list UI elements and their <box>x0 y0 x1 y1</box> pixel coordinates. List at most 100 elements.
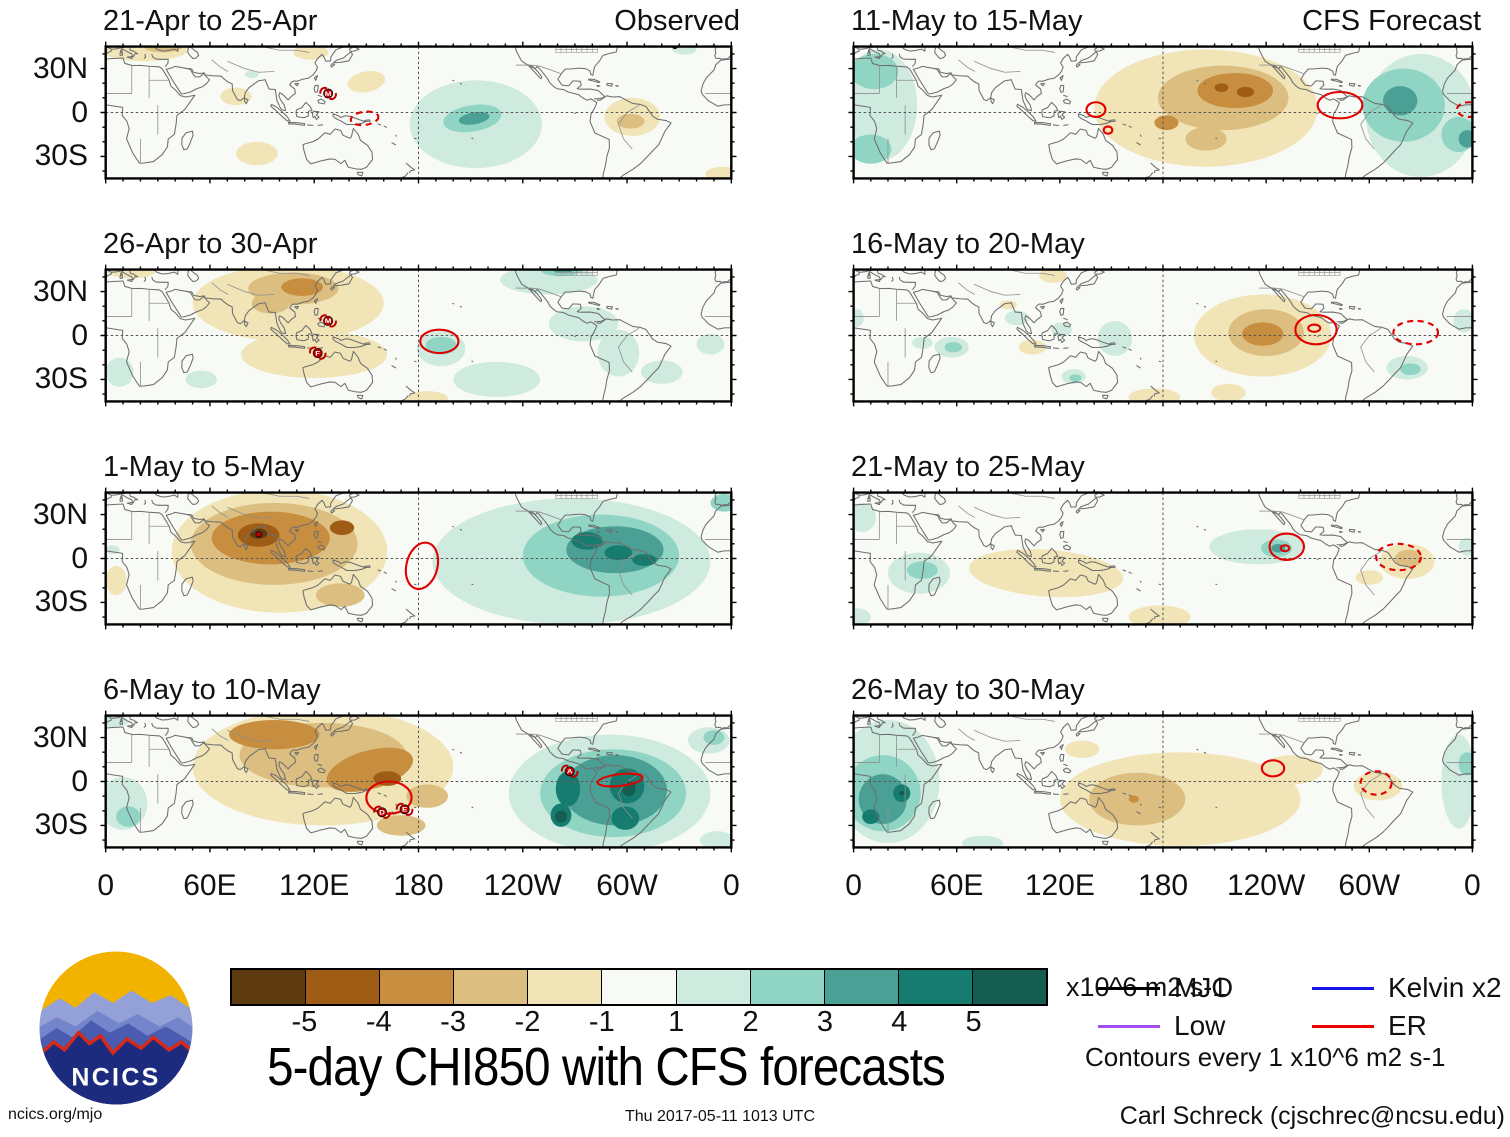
colorbar-cell <box>676 970 751 1004</box>
panel-title: 26-May to 30-May <box>851 674 1085 706</box>
colorbar-tick-label: 3 <box>816 1006 833 1038</box>
x-axis-label: 120E <box>279 869 350 902</box>
y-axis-label: 30N <box>32 51 88 85</box>
map-panel: M <box>97 40 740 185</box>
svg-text:M: M <box>325 89 332 97</box>
panel-title: 1-May to 5-May <box>103 451 305 483</box>
colorbar-cell <box>898 970 973 1004</box>
panel-title: 11-May to 15-May <box>851 5 1083 37</box>
colorbar-cell <box>232 970 307 1004</box>
map-panel-container <box>845 709 1481 854</box>
map-panel <box>845 709 1481 854</box>
map-panel-container <box>845 40 1481 185</box>
legend-line <box>1312 987 1374 990</box>
site-link[interactable]: ncics.org/mjo <box>8 1106 103 1123</box>
map-panel-container <box>97 486 740 631</box>
panel-title: 16-May to 20-May <box>851 228 1085 260</box>
x-axis-label: 60W <box>596 869 658 902</box>
colorbar-cell <box>972 970 1047 1004</box>
y-axis-label: 30S <box>34 362 88 396</box>
svg-text:A: A <box>567 767 573 775</box>
map-panel <box>97 486 740 631</box>
colorbar-cell <box>528 970 603 1004</box>
logo-text: NCICS <box>71 1064 160 1092</box>
map-panel-container: M <box>97 40 740 185</box>
x-axis-label: 60W <box>1338 869 1401 902</box>
er-wave-contour <box>1308 325 1320 332</box>
er-wave-contour <box>350 110 380 127</box>
er-wave-contour <box>1295 315 1336 344</box>
x-axis-label: 120E <box>1024 869 1095 902</box>
colorbar-tick-label: -2 <box>514 1006 541 1038</box>
storm-symbol: F <box>310 347 326 358</box>
x-axis-label: 120W <box>1226 869 1306 902</box>
y-axis-label: 30S <box>34 585 88 619</box>
author-credit: Carl Schreck (cjschrec@ncsu.edu) <box>1119 1102 1505 1130</box>
ncics-logo: NCICS <box>39 951 193 1105</box>
colorbar-cell <box>454 970 529 1004</box>
er-wave-contour <box>1262 760 1284 776</box>
x-axis-label: 0 <box>722 869 740 902</box>
colorbar-tick-label: -3 <box>440 1006 466 1038</box>
y-axis-label: 0 <box>71 764 88 798</box>
storm-symbol <box>256 532 262 538</box>
er-wave-contour <box>1361 771 1392 794</box>
svg-text:D: D <box>379 808 385 816</box>
colorbar-cell <box>824 970 899 1004</box>
colorbar-tick-label: 1 <box>668 1006 685 1038</box>
legend-label: MJO <box>1174 972 1234 1003</box>
svg-text:E: E <box>402 805 407 813</box>
y-axis-label: 30N <box>32 274 88 308</box>
x-axis-label: 60E <box>183 869 237 902</box>
er-wave-contour <box>1393 321 1438 344</box>
cfs-forecast-label: CFS Forecast <box>1302 5 1481 37</box>
map-panel-container: D E A <box>97 709 740 854</box>
er-wave-contour <box>1457 102 1481 117</box>
colorbar-tick-label: 5 <box>965 1006 982 1038</box>
storm-symbol: D <box>374 807 390 818</box>
colorbar-cell <box>750 970 825 1004</box>
panel-title: 21-May to 25-May <box>851 451 1085 483</box>
colorbar-tick-label: 2 <box>742 1006 759 1038</box>
panel-title: 26-Apr to 30-Apr <box>103 228 318 260</box>
y-axis-label: 30N <box>32 720 88 754</box>
logo-ridge-line <box>39 1030 193 1058</box>
timestamp: Thu 2017-05-11 1013 UTC <box>624 1108 816 1125</box>
er-wave-contour <box>420 330 458 353</box>
legend-line <box>1098 1025 1160 1028</box>
observed-label: Observed <box>614 5 740 37</box>
x-axis-label: 120W <box>483 869 562 902</box>
y-axis-label: 30S <box>34 139 88 173</box>
x-axis-label: 0 <box>97 869 115 902</box>
map-panel <box>845 40 1481 185</box>
x-axis-label: 0 <box>845 869 862 902</box>
legend-label: Kelvin x2 <box>1388 972 1502 1003</box>
storm-symbol: A <box>562 766 578 777</box>
x-axis-label: 0 <box>1464 869 1481 902</box>
y-axis-label: 0 <box>71 541 88 575</box>
colorbar <box>230 968 1048 1006</box>
colorbar-cell <box>306 970 381 1004</box>
legend-line <box>1098 987 1160 990</box>
er-wave-contour <box>1087 102 1106 117</box>
map-panel <box>845 486 1481 631</box>
legend-label: ER <box>1388 1010 1427 1041</box>
storm-symbol: M <box>320 88 336 99</box>
x-axis-label: 180 <box>1137 869 1189 902</box>
y-axis-label: 0 <box>71 318 88 352</box>
legend-label: Low <box>1174 1010 1226 1041</box>
x-axis-label: 180 <box>393 869 444 902</box>
legend-note: Contours every 1 x10^6 m2 s-1 <box>1085 1042 1446 1072</box>
map-panel: MF <box>97 263 740 408</box>
storm-symbol: M <box>320 315 336 326</box>
svg-text:M: M <box>325 317 332 325</box>
colorbar-tick-label: -4 <box>365 1006 392 1038</box>
legend-line <box>1312 1025 1374 1028</box>
er-wave-contour <box>1318 92 1363 118</box>
map-panel-container <box>845 263 1481 408</box>
er-wave-contour <box>597 772 644 789</box>
figure-title: 5-day CHI850 with CFS forecasts <box>267 1037 946 1097</box>
map-panel: D E A <box>97 709 740 854</box>
